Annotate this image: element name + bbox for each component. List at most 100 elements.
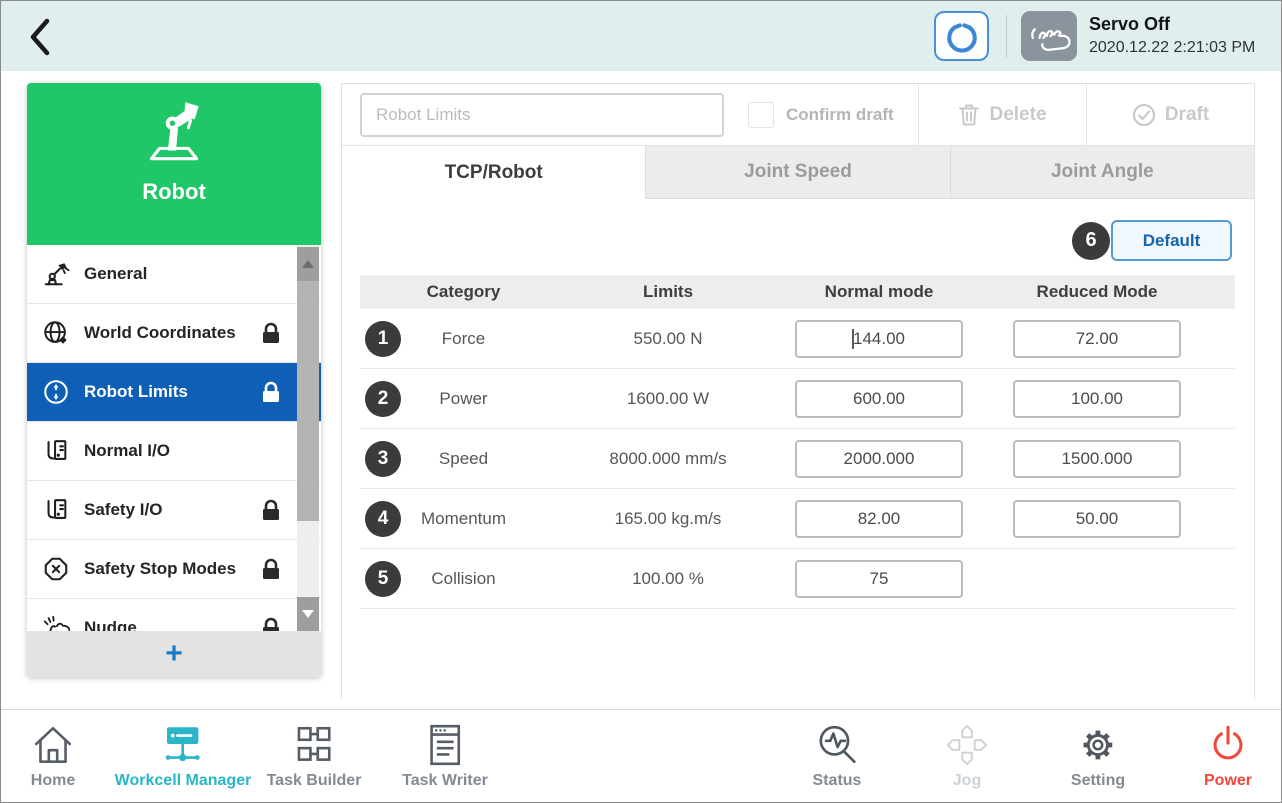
scrollbar-thumb[interactable] bbox=[297, 281, 319, 521]
sidebar-item-safety-stop-modes[interactable]: Safety Stop Modes bbox=[27, 540, 321, 599]
col-header-normal-mode: Normal mode bbox=[824, 282, 934, 301]
callout-badge-6: 6 bbox=[1072, 221, 1110, 260]
main-panel: Confirm draft Delete Draft TCP/Robot Joi… bbox=[341, 83, 1255, 719]
nav-label: Power bbox=[1203, 772, 1253, 789]
sidebar-menu: General World Coordinates Robot Limits bbox=[27, 245, 321, 631]
force-normal-input[interactable] bbox=[795, 319, 963, 358]
normal-mode-cell bbox=[769, 429, 989, 488]
sidebar-item-normal-io[interactable]: Normal I/O bbox=[27, 422, 321, 481]
io-icon bbox=[41, 495, 71, 525]
force-reduced-input[interactable] bbox=[1013, 319, 1181, 358]
callout-badge-1: 1 bbox=[365, 320, 401, 357]
sidebar-item-safety-io[interactable]: Safety I/O bbox=[27, 481, 321, 540]
nav-task-builder[interactable]: Task Builder bbox=[266, 719, 362, 790]
delete-label: Delete bbox=[989, 103, 1047, 125]
back-chevron-icon bbox=[30, 18, 50, 56]
nav-task-writer[interactable]: Task Writer bbox=[402, 719, 488, 790]
reduced-mode-cell bbox=[989, 429, 1235, 488]
bottom-nav: Home Workcell Manager Task Builder Task … bbox=[1, 709, 1281, 802]
globe-icon bbox=[41, 318, 71, 348]
nav-label: Task Writer bbox=[402, 772, 488, 789]
sidebar-item-general[interactable]: General bbox=[27, 245, 321, 304]
lock-icon bbox=[259, 498, 283, 522]
speed-reduced-input[interactable] bbox=[1013, 439, 1181, 478]
robot-arm-icon bbox=[41, 259, 71, 289]
hand-icon bbox=[1031, 28, 1071, 51]
triangle-up-icon bbox=[302, 260, 314, 268]
callout-badge-4: 4 bbox=[365, 500, 401, 537]
tab-content: 6 Default Category Limits Normal mode Re… bbox=[342, 220, 1254, 719]
check-circle-icon bbox=[1132, 103, 1155, 126]
sidebar-item-label: Nudge bbox=[84, 618, 137, 631]
draft-label: Draft bbox=[1164, 103, 1210, 125]
limit-cell: 165.00 kg.m/s bbox=[614, 508, 722, 528]
callout-badge-5: 5 bbox=[365, 560, 401, 597]
gripper-button[interactable] bbox=[934, 11, 989, 61]
callout-badge-3: 3 bbox=[365, 440, 401, 477]
confirm-draft-checkbox[interactable] bbox=[748, 101, 774, 128]
limits-table: Category Limits Normal mode Reduced Mode… bbox=[360, 275, 1235, 609]
sidebar-title: Robot bbox=[142, 179, 206, 204]
nav-workcell-manager[interactable]: Workcell Manager bbox=[114, 719, 252, 790]
category-cell: Force bbox=[441, 328, 486, 348]
draft-button[interactable]: Draft bbox=[1086, 83, 1254, 146]
sidebar-item-label: General bbox=[84, 264, 148, 283]
col-header-limits: Limits bbox=[642, 282, 694, 301]
power-reduced-input[interactable] bbox=[1013, 379, 1181, 418]
triangle-down-icon bbox=[302, 610, 314, 618]
gripper-icon bbox=[946, 23, 977, 53]
servo-status: Servo Off bbox=[1089, 14, 1171, 34]
momentum-reduced-input[interactable] bbox=[1013, 499, 1181, 538]
sidebar-item-robot-limits[interactable]: Robot Limits bbox=[27, 363, 321, 422]
normal-mode-cell bbox=[769, 369, 989, 428]
back-button[interactable] bbox=[25, 16, 59, 58]
sidebar-scrollbar[interactable] bbox=[297, 245, 319, 631]
tab-tcp-robot[interactable]: TCP/Robot bbox=[342, 146, 646, 199]
nav-jog[interactable]: Jog bbox=[944, 719, 990, 790]
nav-power[interactable]: Power bbox=[1204, 719, 1252, 790]
power-icon bbox=[1204, 719, 1252, 771]
power-normal-input[interactable] bbox=[795, 379, 963, 418]
timestamp: 2020.12.22 2:21:03 PM bbox=[1089, 39, 1256, 56]
item-name-input[interactable] bbox=[360, 92, 724, 137]
workcell-manager-icon bbox=[115, 719, 252, 771]
status-block: Servo Off 2020.12.22 2:21:03 PM bbox=[1089, 14, 1255, 57]
reduced-mode-cell bbox=[989, 309, 1235, 368]
limit-cell: 1600.00 W bbox=[626, 388, 710, 408]
reduced-mode-cell-empty bbox=[989, 549, 1235, 608]
nav-label: Jog bbox=[952, 772, 982, 789]
limit-cell: 8000.000 mm/s bbox=[609, 448, 727, 468]
scroll-up-button[interactable] bbox=[297, 247, 319, 281]
nav-status[interactable]: Status bbox=[812, 719, 862, 790]
nav-label: Workcell Manager bbox=[114, 772, 252, 789]
jog-icon bbox=[944, 719, 990, 771]
speed-normal-input[interactable] bbox=[795, 439, 963, 478]
default-button[interactable]: Default bbox=[1111, 220, 1232, 261]
default-row: 6 Default bbox=[342, 220, 1254, 261]
limits-icon bbox=[41, 377, 71, 407]
confirm-draft-control[interactable]: Confirm draft bbox=[748, 101, 894, 128]
sidebar-item-world-coordinates[interactable]: World Coordinates bbox=[27, 304, 321, 363]
table-row-momentum: 4 Momentum 165.00 kg.m/s bbox=[360, 489, 1235, 549]
tab-joint-speed[interactable]: Joint Speed bbox=[645, 146, 950, 199]
sidebar-item-label: World Coordinates bbox=[84, 323, 236, 342]
nav-setting[interactable]: Setting bbox=[1071, 719, 1125, 790]
lock-icon bbox=[259, 557, 283, 581]
nudge-hand-icon bbox=[41, 613, 71, 631]
delete-button[interactable]: Delete bbox=[918, 83, 1086, 146]
nav-home[interactable]: Home bbox=[30, 719, 76, 790]
collision-normal-input[interactable] bbox=[795, 559, 963, 598]
nav-label: Task Builder bbox=[266, 772, 362, 789]
tab-joint-angle[interactable]: Joint Angle bbox=[949, 146, 1254, 199]
sidebar-header-robot[interactable]: Robot bbox=[27, 83, 321, 245]
momentum-normal-input[interactable] bbox=[795, 499, 963, 538]
table-row-collision: 5 Collision 100.00 % bbox=[360, 549, 1235, 609]
sidebar-item-nudge[interactable]: Nudge bbox=[27, 599, 321, 631]
category-cell: Speed bbox=[438, 448, 489, 468]
add-workcell-item-button[interactable]: + bbox=[27, 631, 321, 677]
hand-guiding-button[interactable] bbox=[1021, 11, 1077, 61]
table-row-force: 1 Force 550.00 N bbox=[360, 309, 1235, 369]
lock-icon bbox=[259, 321, 283, 345]
scroll-down-button[interactable] bbox=[297, 597, 319, 631]
nav-label: Status bbox=[812, 772, 862, 789]
